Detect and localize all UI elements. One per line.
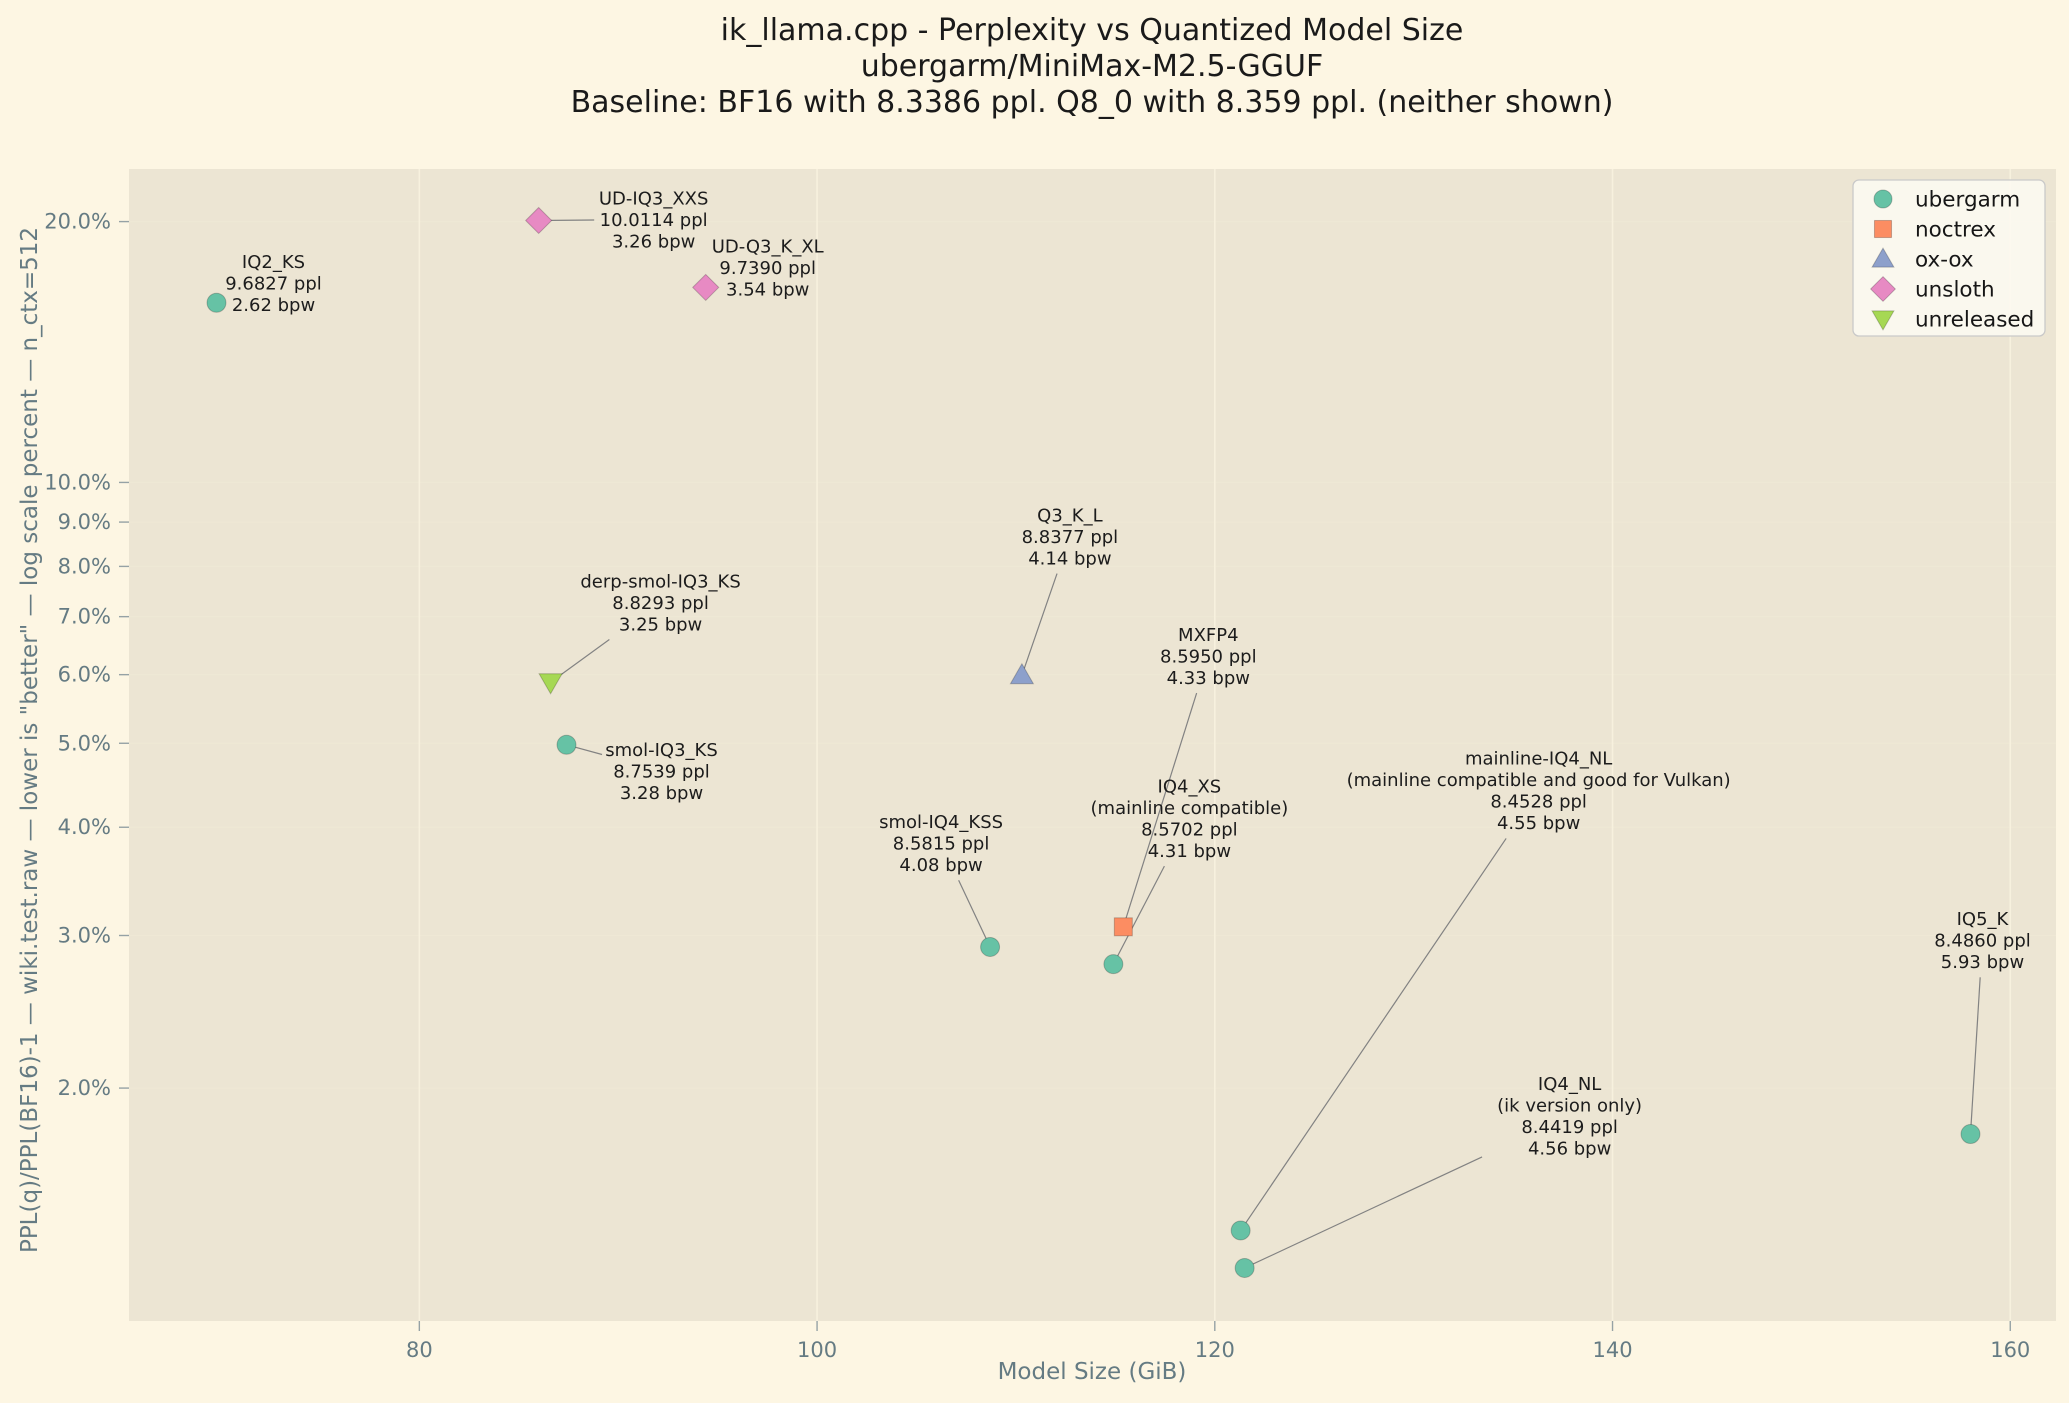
annotation-UD-IQ3_XXS: UD-IQ3_XXS 10.0114 ppl 3.26 bpw (599, 188, 709, 252)
marker-MXFP4 (1113, 917, 1133, 937)
marker-UD-Q3_K_XL (692, 273, 720, 302)
marker-IQ4_XS (1103, 954, 1124, 975)
chart-baseline-note: Baseline: BF16 with 8.3386 ppl. Q8_0 wit… (570, 85, 1614, 120)
marker-IQ4_NL (1234, 1257, 1255, 1278)
y-axis-label: PPL(q)/PPL(BF16)-1 — wiki.test.raw — low… (17, 226, 43, 1254)
chart-title: ik_llama.cpp - Perplexity vs Quantized M… (720, 13, 1464, 48)
legend: ubergarm noctrex ox-ox unsloth unreleased (1852, 179, 2046, 337)
annotation-smol-IQ4_KSS: smol-IQ4_KSS 8.5815 ppl 4.08 bpw (879, 812, 1003, 876)
legend-marker-ubergarm (1873, 189, 1893, 209)
legend-label-unsloth: unsloth (1915, 278, 1995, 303)
legend-marker-noctrex (1873, 219, 1893, 239)
legend-marker-ox-ox (1871, 247, 1895, 268)
leader-IQ4_NL (1244, 1156, 1483, 1269)
marker-IQ2_KS (206, 292, 227, 313)
y-tick-label-5: 5.0% (58, 731, 111, 755)
y-tick-label-10: 10.0% (44, 470, 111, 494)
legend-item-ubergarm: ubergarm (1873, 188, 2020, 213)
legend-marker-unsloth (1869, 275, 1897, 303)
legend-item-unsloth: unsloth (1869, 275, 1995, 303)
y-tick-label-8: 8.0% (58, 554, 111, 578)
legend-item-unreleased: unreleased (1871, 308, 2034, 333)
legend-item-noctrex: noctrex (1873, 218, 1996, 243)
marker-IQ5_K (1960, 1124, 1981, 1145)
marker-derp-smol-IQ3_KS (538, 673, 563, 695)
y-tick-label-7: 7.0% (58, 605, 111, 629)
leader-IQ5_K (1969, 977, 1981, 1135)
annotation-smol-IQ3_KS: smol-IQ3_KS 8.7539 ppl 3.28 bpw (605, 740, 718, 804)
leader-smol-IQ4_KSS (958, 879, 991, 948)
y-tick-label-2: 2.0% (58, 1076, 111, 1100)
gridlines (129, 169, 2056, 1321)
x-tick-label-120: 120 (1195, 1338, 1235, 1362)
legend-label-noctrex: noctrex (1915, 218, 1996, 243)
y-tick-label-3: 3.0% (58, 923, 111, 947)
annotation-IQ4_NL: IQ4_NL (ik version only) 8.4419 ppl 4.56 bp… (1497, 1074, 1642, 1160)
annotation-UD-Q3_K_XL: UD-Q3_K_XL 9.7390 ppl 3.54 bpw (712, 236, 824, 300)
legend-label-unreleased: unreleased (1915, 308, 2034, 333)
annotation-mainline-IQ4_NL: mainline-IQ4_NL (mainline compatible and … (1347, 749, 1731, 835)
axis-ticks: 80 100 120 140 160 20.0% 10.0% 9.0% 8.0% 7.0% 6.0%… (44, 210, 2030, 1362)
x-tick-label-140: 140 (1592, 1338, 1632, 1362)
y-tick-label-4: 4.0% (58, 815, 111, 839)
leader-Q3_K_L (1021, 573, 1058, 676)
plot-panel (129, 169, 2056, 1321)
annotation-IQ5_K: IQ5_K 8.4860 ppl 5.93 bpw (1934, 909, 2031, 973)
legend-marker-unreleased (1871, 310, 1895, 331)
chart-subtitle: ubergarm/MiniMax-M2.5-GGUF (860, 49, 1324, 84)
annotation-derp-smol-IQ3_KS: derp-smol-IQ3_KS 8.8293 ppl 3.25 bpw (580, 571, 740, 635)
legend-item-ox-ox: ox-ox (1871, 247, 1974, 273)
y-tick-label-20: 20.0% (44, 210, 111, 234)
annotation-Q3_K_L: Q3_K_L 8.8377 ppl 4.14 bpw (1022, 505, 1119, 569)
annotation-MXFP4: MXFP4 8.5950 ppl 4.33 bpw (1160, 625, 1257, 689)
y-tick-label-9: 9.0% (58, 510, 111, 534)
marker-mainline-IQ4_NL (1230, 1220, 1251, 1241)
marker-Q3_K_L (1009, 662, 1035, 685)
data-points (206, 206, 1981, 1278)
annotation-IQ2_KS: IQ2_KS 9.6827 ppl 2.62 bpw (225, 252, 322, 316)
legend-box (1852, 179, 2046, 337)
leader-MXFP4 (1122, 692, 1198, 927)
leader-IQ4_XS (1112, 865, 1165, 965)
marker-smol-IQ4_KSS (980, 936, 1001, 957)
legend-label-ubergarm: ubergarm (1915, 188, 2020, 213)
x-axis-label: Model Size (GiB) (997, 1359, 1187, 1385)
annotations: IQ2_KS 9.6827 ppl 2.62 bpw UD-IQ3_XXS 10.011… (225, 188, 2031, 1159)
y-tick-label-6: 6.0% (58, 663, 111, 687)
x-tick-label-100: 100 (797, 1338, 837, 1362)
marker-smol-IQ3_KS (556, 734, 577, 755)
marker-UD-IQ3_XXS (524, 206, 553, 235)
x-tick-label-160: 160 (1990, 1338, 2030, 1362)
x-tick-label-80: 80 (406, 1338, 433, 1362)
legend-label-ox-ox: ox-ox (1915, 248, 1974, 273)
annotation-IQ4_XS: IQ4_XS (mainline compatible) 8.5702 ppl 4.3… (1091, 776, 1289, 862)
leader-mainline-IQ4_NL (1240, 838, 1507, 1231)
